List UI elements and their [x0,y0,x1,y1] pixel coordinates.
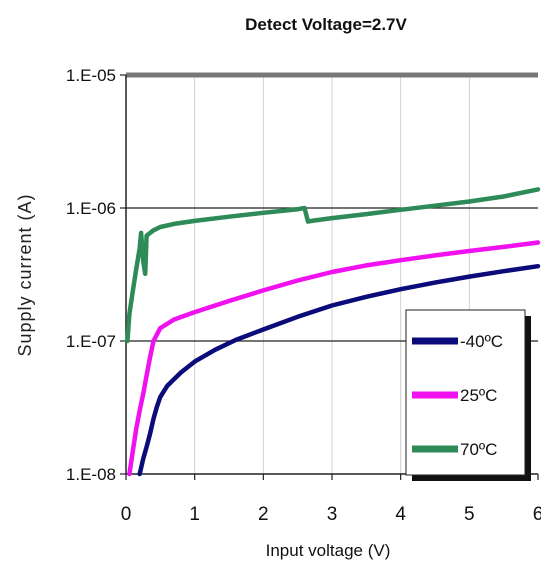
x-tick-label: 2 [258,504,269,525]
y-tick-marks [120,74,126,475]
legend: -40ºC 25ºC 70ºC [405,309,531,481]
x-tick-label: 5 [464,504,475,525]
x-axis-label: Input voltage (V) [266,541,391,560]
y-tick-label: 1.E-06 [66,199,116,218]
legend-label: 25ºC [460,386,497,405]
chart-title: Detect Voltage=2.7V [245,15,407,34]
x-tick-label: 3 [327,504,338,525]
y-tick-labels: 1.E-05 1.E-06 1.E-07 1.E-08 [66,66,116,484]
series-line-3 [125,187,541,344]
x-tick-label: 4 [395,504,406,525]
x-tick-label: 6 [533,504,541,525]
legend-label: -40ºC [460,332,503,351]
y-tick-label: 1.E-05 [66,66,116,85]
x-tick-label: 0 [121,504,132,525]
series-line-2 [127,240,541,477]
y-tick-label: 1.E-08 [66,465,116,484]
legend-label: 70ºC [460,440,497,459]
x-tick-marks [125,474,539,480]
series-line-1 [137,263,541,477]
y-axis-label: Supply current (A) [15,193,35,356]
y-tick-label: 1.E-07 [66,332,116,351]
x-tick-label: 1 [189,504,200,525]
series-layer [125,187,541,477]
x-tick-labels: 0 1 2 3 4 5 6 [121,504,541,525]
